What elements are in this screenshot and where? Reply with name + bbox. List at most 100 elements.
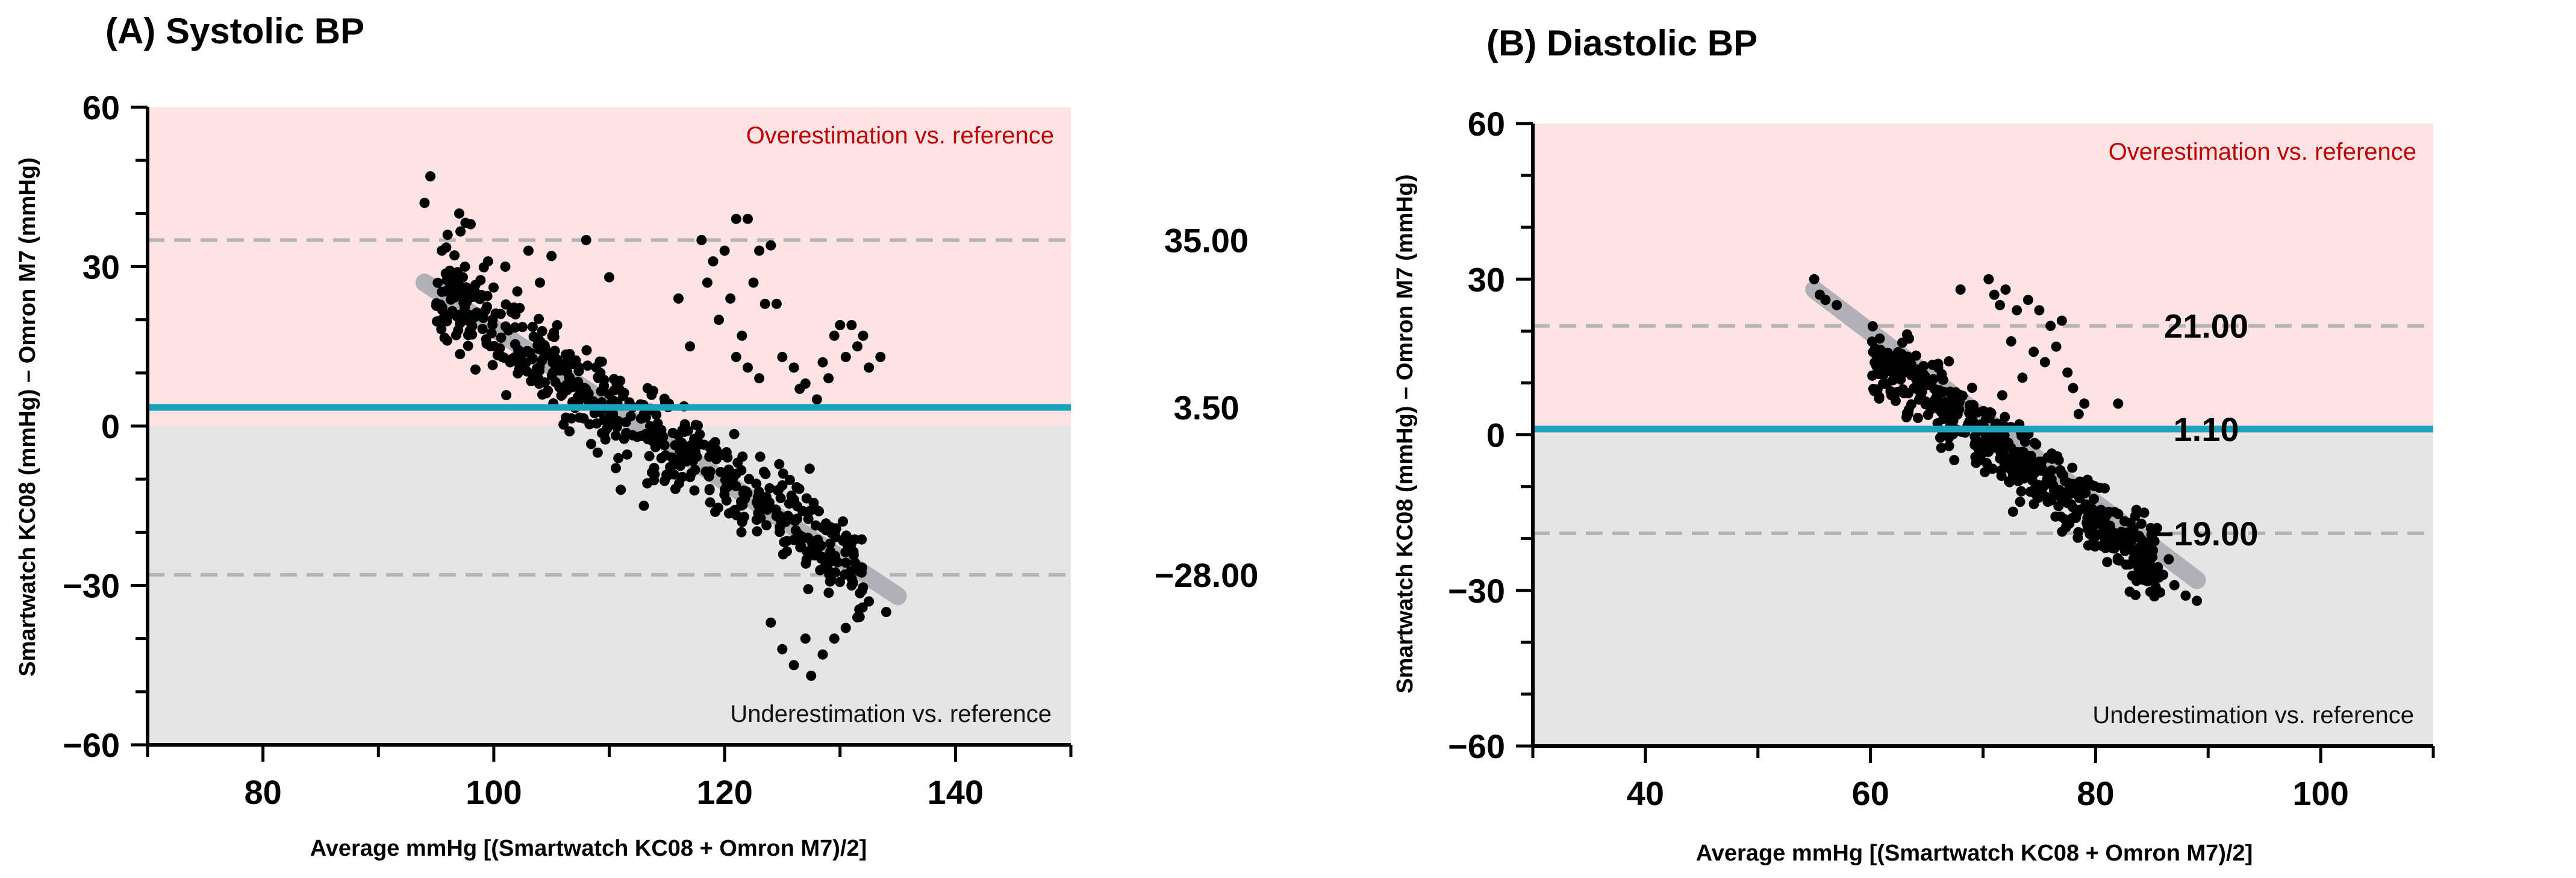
underestimation-label: Underestimation vs. reference [2092, 702, 2414, 729]
data-point [1966, 383, 1977, 393]
data-point [455, 226, 466, 237]
y-tick-label: −60 [1448, 727, 1505, 765]
data-point [803, 513, 814, 524]
data-point [556, 390, 567, 401]
data-point [662, 471, 673, 481]
data-point [858, 330, 869, 341]
data-point [487, 315, 498, 325]
data-point [2007, 469, 2018, 480]
data-point [1872, 384, 1883, 395]
data-point [1955, 284, 1966, 295]
data-point [658, 431, 669, 442]
data-point [829, 330, 840, 341]
underestimation-region [148, 426, 1071, 745]
x-tick-label: 40 [1627, 774, 1664, 812]
lower-loa-label: −19.00 [2154, 515, 2259, 553]
data-point [810, 520, 821, 531]
data-point [2025, 457, 2036, 468]
overestimation-region [1533, 124, 2433, 435]
data-point [817, 357, 828, 368]
data-point [514, 365, 525, 375]
data-point [454, 208, 464, 219]
data-point [841, 530, 852, 541]
data-point [2100, 483, 2110, 494]
data-point [1875, 345, 1886, 356]
data-point [510, 309, 521, 320]
data-point [1876, 357, 1887, 368]
y-tick-label: −60 [63, 726, 120, 764]
data-point [690, 465, 700, 475]
data-point [1874, 393, 1885, 404]
data-point [696, 234, 707, 245]
bias-label: 1.10 [2174, 410, 2239, 448]
data-point [500, 262, 511, 272]
data-point [2130, 589, 2141, 600]
data-point [856, 562, 867, 573]
data-point [534, 313, 544, 324]
data-point [2089, 540, 2100, 551]
data-point [611, 379, 622, 389]
data-point [642, 383, 653, 394]
data-point [704, 484, 715, 495]
data-point [751, 478, 762, 489]
data-point [485, 341, 496, 351]
data-point [2029, 468, 2040, 478]
data-point [2106, 525, 2116, 536]
data-point [736, 465, 747, 475]
data-point [454, 309, 464, 320]
data-point [755, 451, 766, 462]
data-point [825, 522, 836, 533]
underestimation-region [1533, 434, 2433, 746]
data-point [455, 349, 466, 360]
data-point [2017, 372, 2028, 383]
data-point [777, 644, 788, 654]
data-point [618, 390, 629, 401]
data-point [2089, 494, 2100, 504]
data-point [578, 413, 589, 424]
data-point [613, 453, 624, 463]
data-point [2051, 341, 2062, 352]
data-point [823, 554, 834, 565]
data-point [775, 511, 785, 522]
y-tick-label: 0 [101, 407, 120, 445]
data-point [523, 245, 534, 256]
data-point [2113, 509, 2124, 519]
data-point [593, 372, 603, 383]
data-point [759, 466, 769, 477]
data-point [2064, 518, 2075, 529]
data-point [1978, 406, 1989, 416]
data-point [2131, 575, 2142, 586]
data-point [2067, 478, 2078, 489]
data-point [719, 489, 730, 500]
data-point [754, 245, 765, 256]
x-tick-label: 100 [2292, 774, 2348, 812]
data-point [752, 526, 763, 537]
data-point [1904, 357, 1915, 368]
data-point [2080, 479, 2091, 489]
data-point [638, 500, 649, 511]
data-point [723, 469, 734, 480]
data-point [538, 343, 549, 354]
data-point [2079, 398, 2090, 409]
data-point [708, 256, 719, 267]
data-point [437, 245, 448, 256]
data-point [716, 466, 726, 477]
data-point [778, 468, 788, 479]
data-point [2019, 436, 2030, 447]
data-point [2131, 504, 2142, 515]
data-point [463, 340, 473, 351]
data-point [2006, 336, 2016, 346]
data-point [656, 453, 667, 463]
data-point [566, 413, 577, 424]
data-point [737, 516, 747, 527]
data-point [460, 262, 470, 272]
data-point [560, 349, 571, 360]
data-point [547, 331, 558, 342]
data-point [693, 439, 704, 450]
data-point [2000, 412, 2010, 422]
data-point [2061, 487, 2072, 498]
data-point [487, 360, 498, 371]
data-point [592, 447, 603, 458]
data-point [2158, 569, 2168, 580]
x-axis: 80 100 120 140 [146, 743, 1073, 811]
